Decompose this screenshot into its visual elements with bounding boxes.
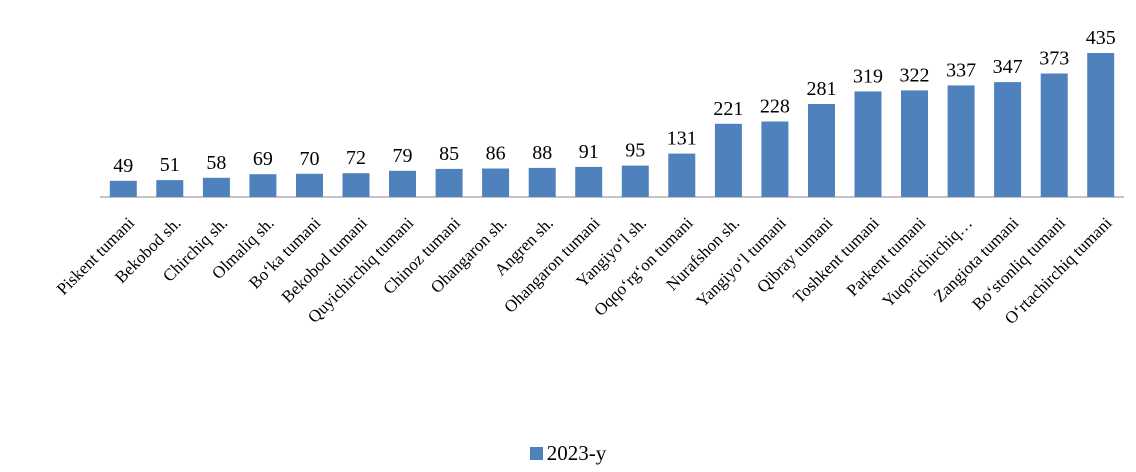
data-label: 86 bbox=[486, 143, 506, 165]
data-label: 322 bbox=[900, 64, 930, 86]
bar bbox=[808, 104, 835, 197]
bar bbox=[435, 168, 463, 197]
bar bbox=[1087, 53, 1115, 197]
bar bbox=[202, 177, 230, 197]
data-label: 88 bbox=[532, 142, 552, 164]
data-label: 49 bbox=[113, 155, 133, 177]
legend-label: 2023-y bbox=[546, 440, 607, 465]
data-label: 221 bbox=[713, 98, 743, 120]
data-label: 281 bbox=[807, 78, 837, 100]
bar bbox=[389, 170, 416, 197]
bar bbox=[994, 82, 1022, 197]
data-label: 228 bbox=[760, 96, 790, 118]
bar bbox=[249, 174, 277, 197]
bar bbox=[342, 173, 370, 197]
bar bbox=[1040, 73, 1068, 197]
legend: 2023-y bbox=[0, 438, 1136, 468]
bar bbox=[761, 121, 789, 197]
data-label: 69 bbox=[253, 148, 273, 170]
data-label: 58 bbox=[206, 152, 226, 174]
data-label: 337 bbox=[946, 59, 976, 81]
bar bbox=[714, 123, 742, 197]
bar bbox=[947, 85, 975, 197]
data-label: 373 bbox=[1039, 48, 1069, 70]
bar bbox=[575, 166, 603, 197]
bar bbox=[296, 173, 323, 197]
data-label: 347 bbox=[993, 56, 1023, 78]
bar bbox=[621, 165, 649, 197]
bar bbox=[854, 91, 882, 197]
data-label: 91 bbox=[579, 141, 599, 163]
data-label: 85 bbox=[439, 143, 459, 165]
bar bbox=[901, 90, 928, 197]
data-label: 79 bbox=[393, 145, 413, 167]
legend-swatch bbox=[529, 446, 543, 460]
bar bbox=[668, 153, 696, 197]
bar bbox=[482, 168, 510, 197]
data-label: 70 bbox=[300, 148, 320, 170]
data-label: 319 bbox=[853, 65, 883, 87]
data-label: 51 bbox=[160, 154, 180, 176]
bar bbox=[109, 180, 137, 197]
data-label: 72 bbox=[346, 147, 366, 169]
bar bbox=[156, 180, 184, 197]
data-label: 131 bbox=[667, 128, 697, 150]
data-label: 435 bbox=[1086, 27, 1116, 49]
data-label: 95 bbox=[625, 140, 645, 162]
bar bbox=[528, 167, 556, 197]
